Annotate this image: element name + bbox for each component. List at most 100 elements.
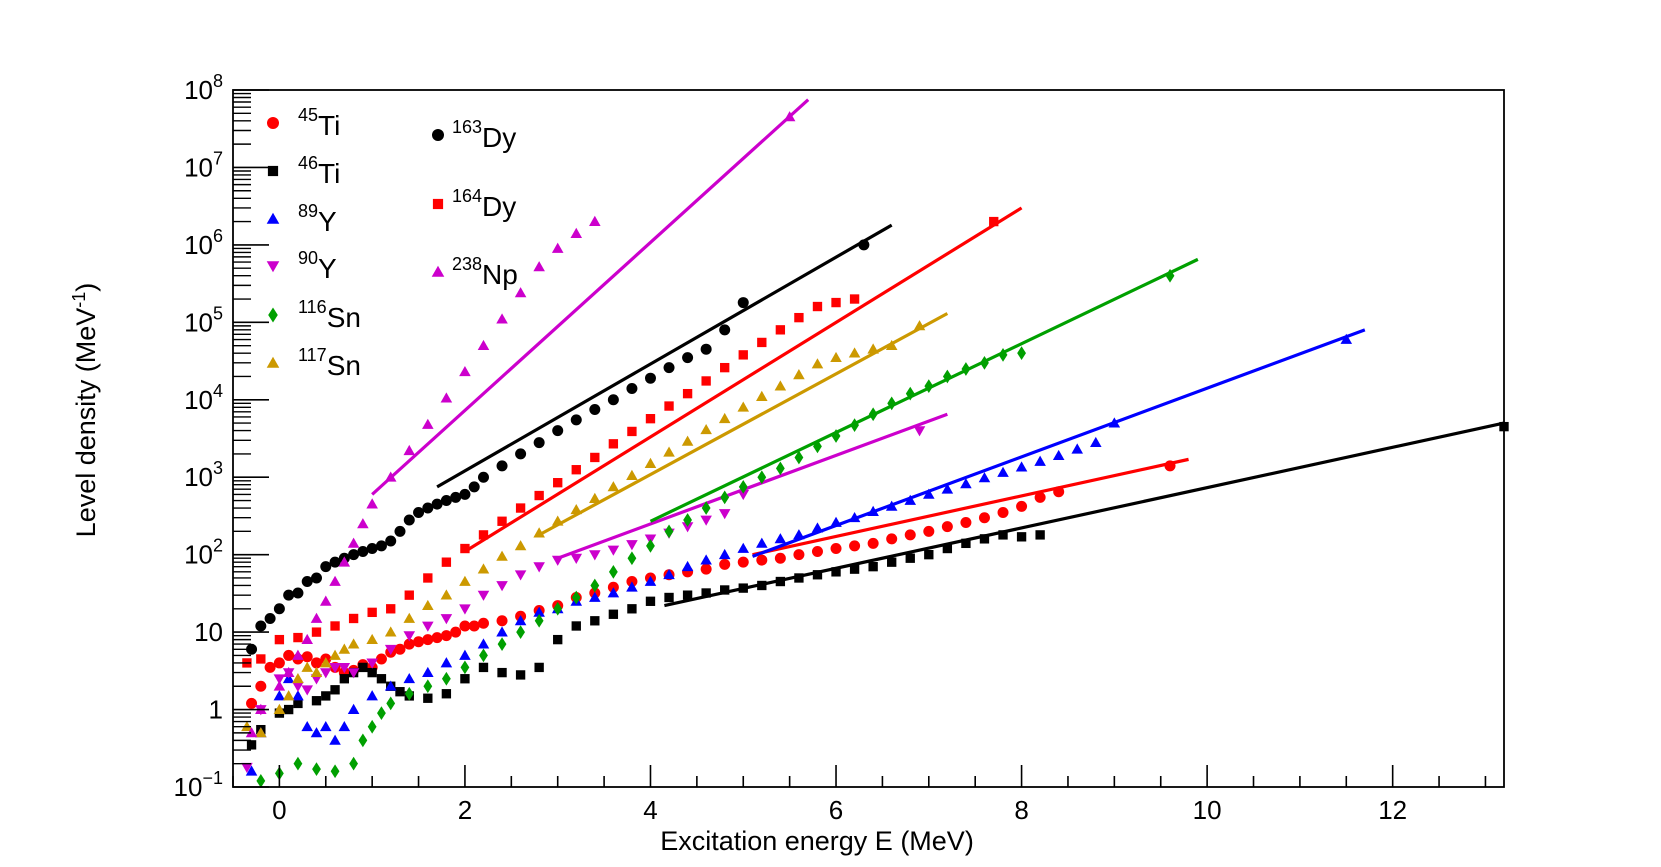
- data-point-y89: [941, 483, 954, 494]
- data-point-ti45: [283, 649, 295, 661]
- data-point-sn116: [460, 660, 470, 675]
- data-point-dy163: [552, 425, 564, 437]
- data-point-np238: [366, 498, 378, 509]
- data-point-sn117: [440, 589, 453, 600]
- data-point-sn116: [664, 524, 674, 539]
- y-tick-label: 10−1: [174, 768, 223, 802]
- legend-element-dy163: Dy: [482, 122, 516, 153]
- data-point-ti45: [246, 697, 258, 709]
- data-point-ti45: [431, 632, 443, 644]
- data-point-dy164: [831, 297, 841, 308]
- x-tick-label: 6: [829, 795, 843, 825]
- fit-line-sn117: [538, 312, 949, 537]
- y-tick-label: 103: [184, 458, 223, 492]
- data-point-ti46: [293, 698, 303, 709]
- legend-marker-ti45: [267, 117, 279, 129]
- data-point-dy163: [440, 495, 452, 507]
- data-point-sn116: [423, 679, 433, 694]
- data-point-ti46: [339, 674, 350, 684]
- data-point-dy163: [607, 394, 619, 406]
- data-point-dy164: [311, 627, 322, 637]
- data-point-dy163: [570, 414, 582, 426]
- y-tick-base: 10: [184, 307, 213, 337]
- data-point-dy164: [738, 350, 748, 360]
- data-point-dy164: [441, 557, 452, 567]
- data-point-sn116: [627, 551, 637, 566]
- data-point-dy163: [385, 535, 397, 547]
- legend-label-y89: 89Y: [298, 201, 337, 237]
- data-point-y89: [533, 606, 545, 617]
- data-point-y89: [718, 548, 731, 560]
- data-point-ti45: [477, 617, 489, 629]
- data-point-ti46: [627, 604, 637, 614]
- data-point-y89: [366, 690, 378, 701]
- data-point-dy163: [477, 471, 489, 483]
- data-point-sn117: [338, 643, 351, 654]
- legend-element-y90: Y: [318, 253, 337, 284]
- y-axis-title-sup: -1: [69, 292, 89, 308]
- data-point-sn116: [377, 706, 386, 720]
- data-point-ti46: [868, 561, 878, 572]
- legend-label-sn117: 117Sn: [298, 345, 361, 381]
- data-point-y89: [793, 529, 805, 540]
- data-point-dy164: [812, 301, 823, 312]
- legend-marker-dy164: [432, 198, 444, 210]
- data-point-y89: [422, 666, 434, 678]
- data-point-np238: [589, 215, 601, 226]
- data-point-sn116: [534, 613, 544, 628]
- data-point-y90: [913, 426, 926, 437]
- legend-mass-sn117: 117: [298, 345, 327, 365]
- data-point-sn117: [477, 563, 490, 574]
- data-point-ti45: [811, 545, 823, 557]
- data-point-y89: [848, 511, 861, 523]
- data-point-sn117: [533, 527, 545, 538]
- data-point-ti46: [367, 667, 377, 678]
- data-point-ti45: [756, 554, 768, 566]
- data-point-sn117: [774, 380, 787, 391]
- data-point-np238: [384, 471, 397, 482]
- data-point-y90: [241, 762, 253, 774]
- series-y89: [245, 333, 1353, 776]
- data-point-ti45: [719, 558, 731, 570]
- fit-line-ti45: [752, 457, 1189, 557]
- data-point-dy164: [293, 632, 303, 643]
- y-tick-label: 10: [194, 617, 223, 647]
- data-point-y89: [960, 478, 972, 489]
- plot-frame: [232, 89, 1505, 788]
- data-point-y89: [514, 615, 527, 626]
- data-point-dy164: [590, 452, 600, 463]
- data-point-sn116: [961, 362, 971, 376]
- data-point-y90: [737, 490, 750, 501]
- data-point-y89: [626, 581, 638, 592]
- data-point-dy163: [719, 324, 731, 336]
- data-point-ti46: [515, 670, 526, 680]
- data-point-y89: [885, 500, 898, 511]
- data-point-y89: [737, 542, 750, 553]
- data-point-sn116: [293, 756, 303, 771]
- x-tick-label: 10: [1193, 795, 1222, 825]
- data-point-y89: [347, 703, 360, 714]
- data-point-sn116: [256, 773, 266, 788]
- data-point-dy163: [644, 372, 656, 384]
- data-point-np238: [357, 518, 369, 529]
- data-point-y89: [867, 505, 879, 516]
- y-tick-base: 10: [184, 75, 213, 105]
- data-point-ti45: [923, 525, 935, 537]
- y-tick-base: 10: [184, 152, 213, 182]
- data-point-sn117: [626, 469, 638, 480]
- series-ti46: [246, 421, 1509, 750]
- data-point-sn117: [496, 550, 508, 561]
- data-point-sn116: [358, 733, 368, 748]
- y-tick-label: 108: [184, 71, 223, 105]
- data-point-dy163: [682, 352, 694, 364]
- data-point-ti46: [534, 662, 544, 673]
- data-point-ti46: [924, 549, 934, 560]
- y-tick-base: 1: [209, 695, 223, 725]
- data-point-ti46: [701, 588, 711, 598]
- data-point-ti45: [459, 620, 471, 632]
- fit-line-sn116: [649, 257, 1199, 523]
- data-point-y90: [477, 590, 490, 601]
- data-point-sn116: [701, 501, 711, 515]
- data-point-ti46: [757, 580, 767, 591]
- data-point-sn116: [441, 671, 451, 686]
